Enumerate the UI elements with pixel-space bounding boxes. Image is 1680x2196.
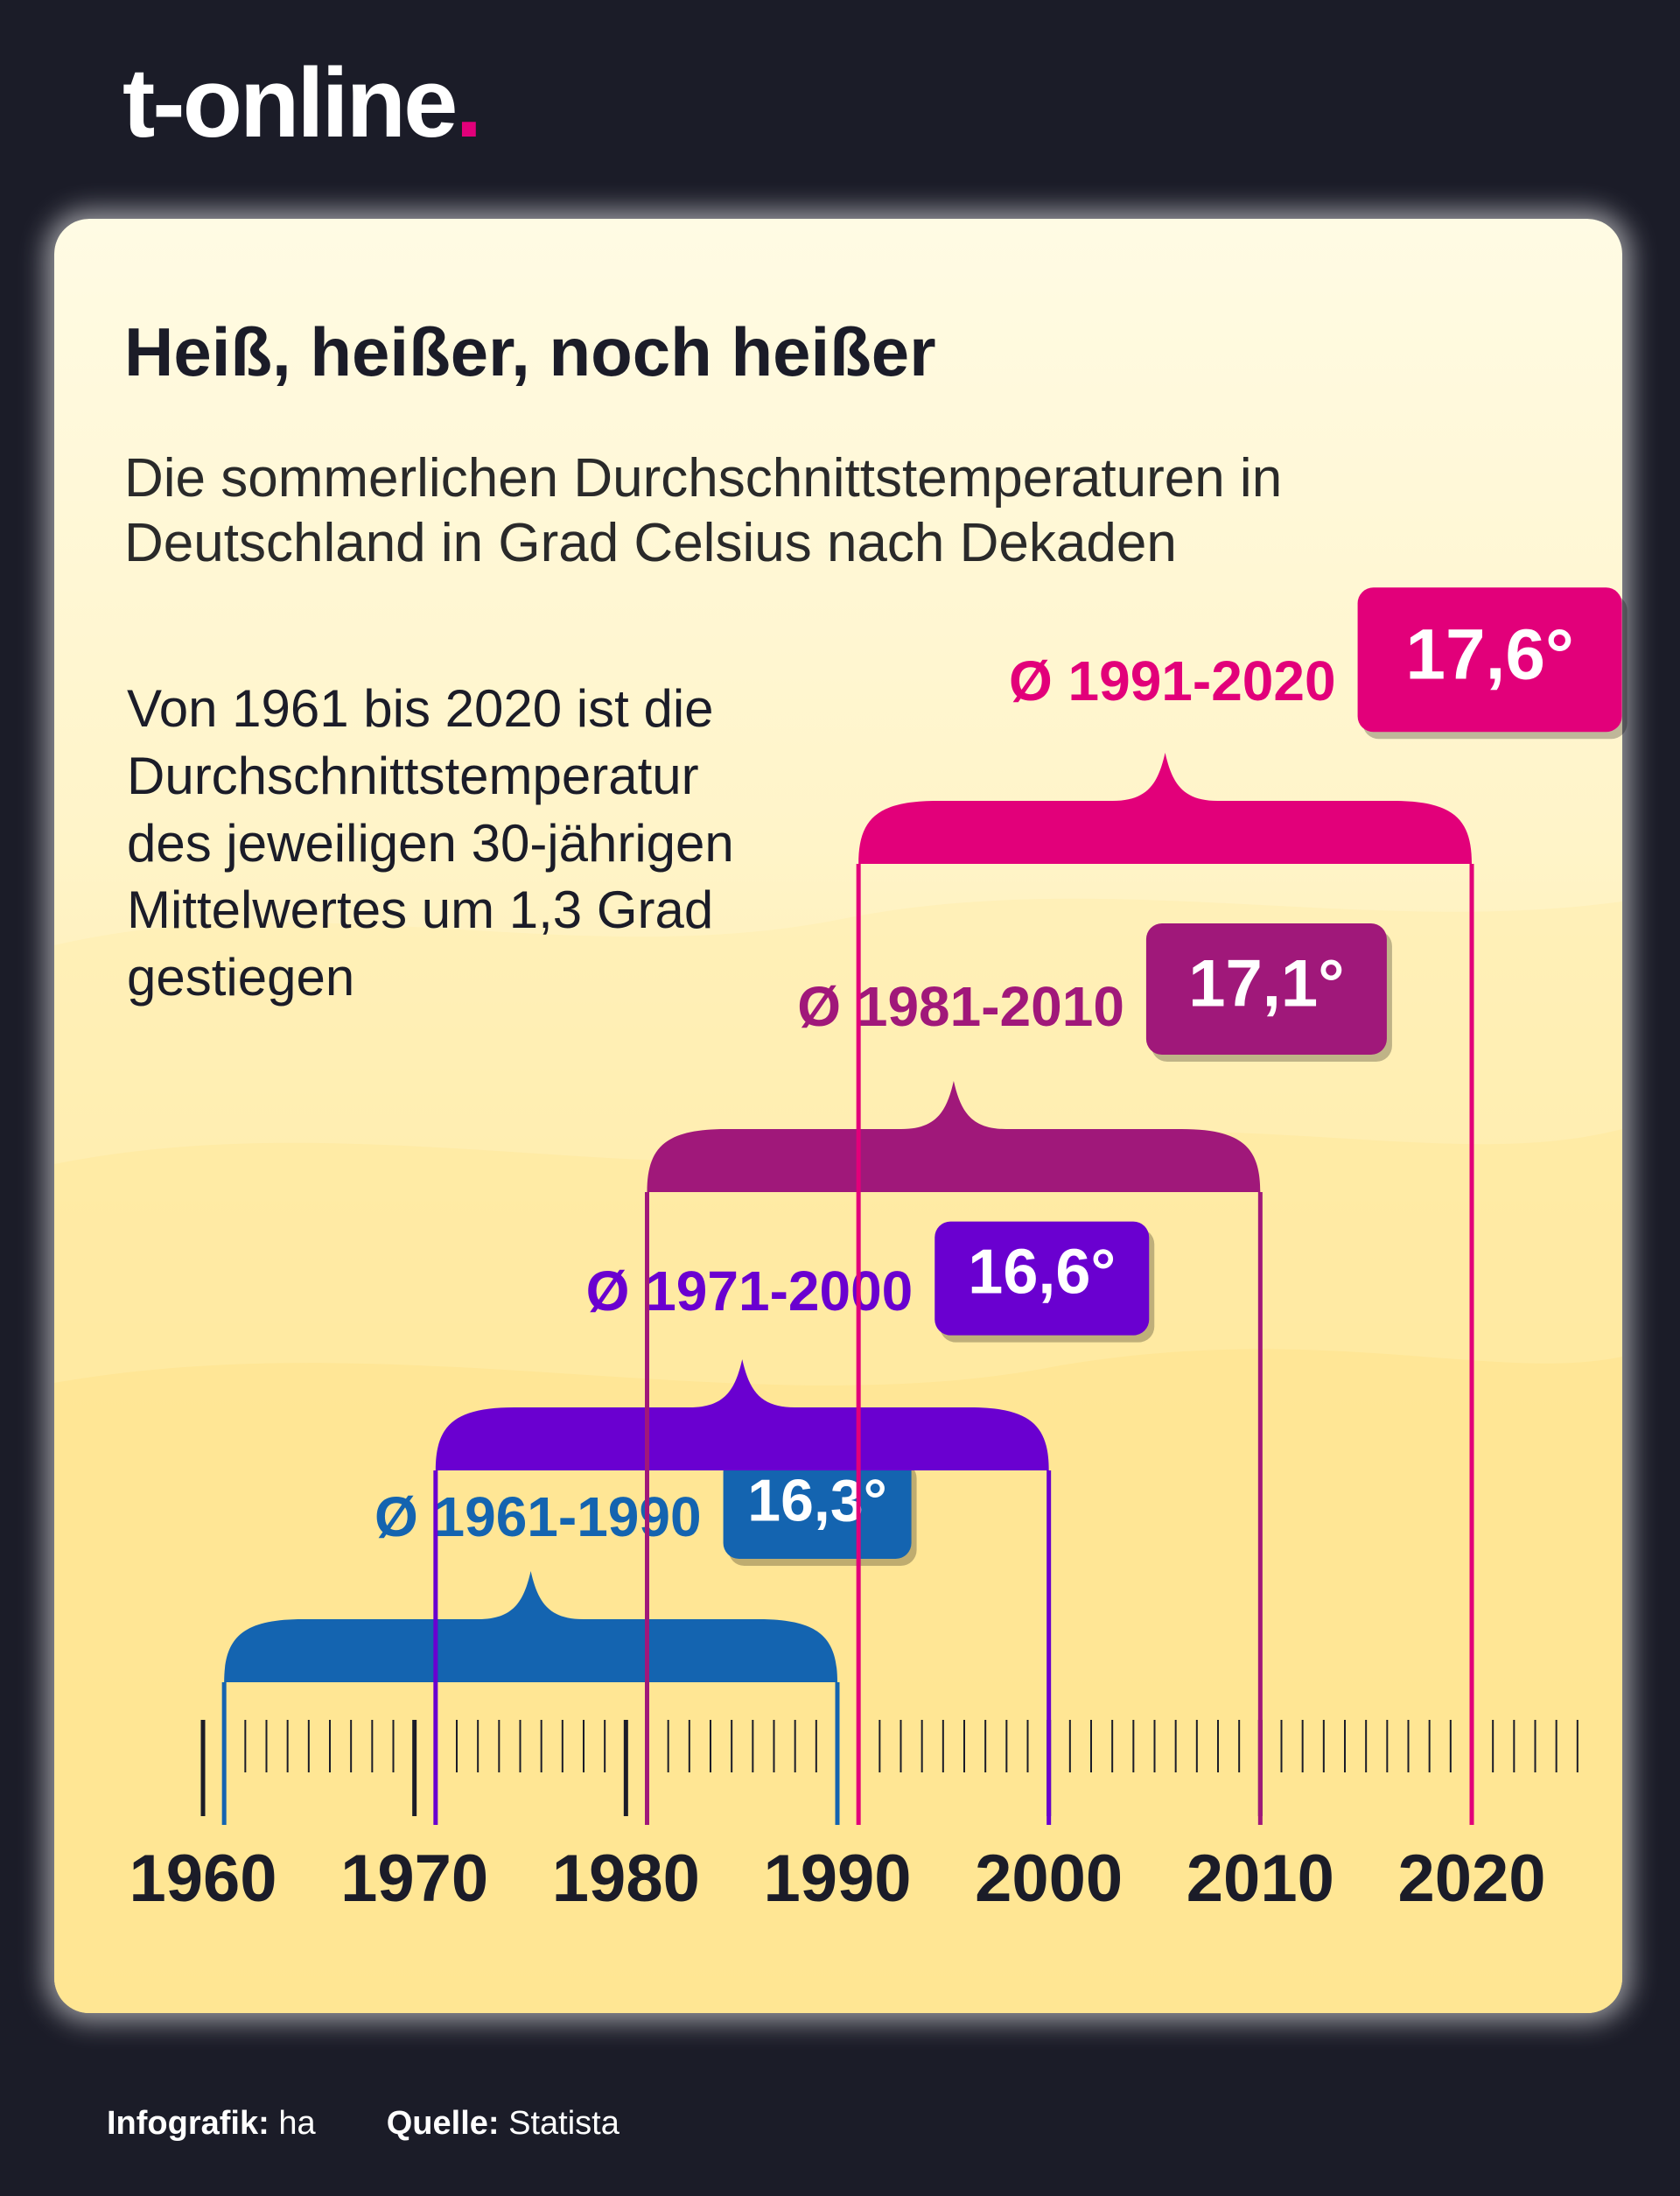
value-box-0 — [723, 1455, 912, 1559]
page-title: Heiß, heißer, noch heißer — [124, 313, 936, 390]
infografik-value: ha — [278, 2105, 316, 2142]
value-label-2: 17,1° — [1188, 947, 1344, 1021]
series-label-0: Ø 1961-1990 — [374, 1485, 702, 1548]
value-box-1 — [934, 1221, 1150, 1336]
brand-name: t-online — [122, 48, 458, 158]
source-label: Quelle: — [386, 2105, 500, 2142]
brand-dot: . — [455, 48, 482, 158]
infografik-label: Infografik: — [107, 2105, 270, 2142]
series-brace-1 — [435, 1359, 1049, 1470]
source-value: Statista — [508, 2105, 620, 2142]
value-label-0: 16,3° — [747, 1467, 887, 1533]
page-subtitle: Die sommerlichen Durchschnittstemperatur… — [124, 448, 1283, 574]
value-box-2 — [1145, 923, 1387, 1055]
series-brace-3 — [858, 753, 1472, 864]
value-label-3: 17,6° — [1405, 614, 1573, 694]
brand-logo: t-online. — [122, 54, 482, 152]
series-label-2: Ø 1981-2010 — [797, 975, 1124, 1038]
x-tick-label-2000: 2000 — [975, 1842, 1123, 1916]
x-tick-label-1960: 1960 — [129, 1842, 276, 1916]
x-tick-label-2020: 2020 — [1397, 1842, 1545, 1916]
x-tick-label-2010: 2010 — [1186, 1842, 1334, 1916]
series-brace-2 — [647, 1081, 1261, 1192]
annotation-text: Von 1961 bis 2020 ist die Durchschnittst… — [127, 679, 734, 1007]
value-label-1: 16,6° — [968, 1238, 1116, 1308]
series-label-3: Ø 1991-2020 — [1009, 649, 1336, 712]
x-tick-label-1980: 1980 — [552, 1842, 700, 1916]
series-label-1: Ø 1971-2000 — [586, 1259, 914, 1323]
x-tick-label-1970: 1970 — [340, 1842, 488, 1916]
x-tick-label-1990: 1990 — [763, 1842, 911, 1916]
series-brace-0 — [224, 1571, 838, 1682]
value-box-3 — [1357, 587, 1622, 733]
footer: Infografik: ha Quelle: Statista — [107, 2105, 620, 2143]
